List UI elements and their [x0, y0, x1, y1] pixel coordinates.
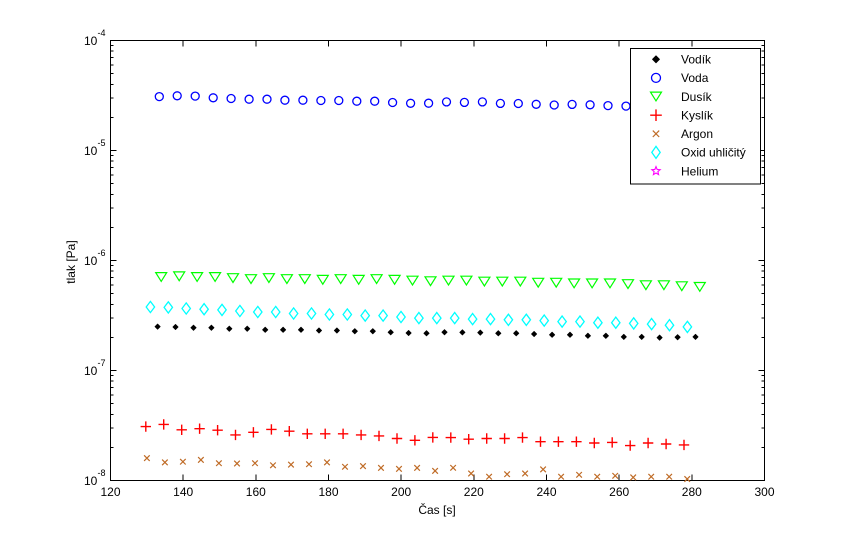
svg-text:10: 10 — [84, 364, 98, 378]
svg-text:280: 280 — [682, 485, 702, 499]
svg-text:tlak [Pa]: tlak [Pa] — [64, 240, 78, 283]
svg-text:180: 180 — [318, 485, 338, 499]
svg-text:Argon: Argon — [681, 127, 713, 141]
svg-text:-8: -8 — [98, 468, 106, 478]
svg-text:200: 200 — [391, 485, 411, 499]
svg-text:Dusík: Dusík — [681, 90, 713, 104]
svg-text:240: 240 — [536, 485, 556, 499]
svg-text:300: 300 — [754, 485, 774, 499]
svg-text:-6: -6 — [98, 248, 106, 258]
svg-text:220: 220 — [464, 485, 484, 499]
svg-text:Kyslík: Kyslík — [681, 109, 714, 123]
svg-text:10: 10 — [84, 474, 98, 488]
svg-text:Čas [s]: Čas [s] — [418, 502, 455, 517]
svg-text:-7: -7 — [98, 358, 106, 368]
svg-text:10: 10 — [84, 254, 98, 268]
svg-text:Helium: Helium — [681, 164, 718, 178]
svg-text:10: 10 — [84, 34, 98, 48]
svg-text:10: 10 — [84, 144, 98, 158]
svg-text:120: 120 — [100, 485, 120, 499]
svg-text:160: 160 — [246, 485, 266, 499]
svg-text:Vodík: Vodík — [681, 53, 712, 67]
svg-text:-4: -4 — [98, 28, 106, 38]
svg-text:Oxid uhličitý: Oxid uhličitý — [681, 146, 746, 160]
svg-text:Voda: Voda — [681, 71, 709, 85]
svg-text:-5: -5 — [98, 138, 106, 148]
svg-text:260: 260 — [609, 485, 629, 499]
svg-text:140: 140 — [173, 485, 193, 499]
